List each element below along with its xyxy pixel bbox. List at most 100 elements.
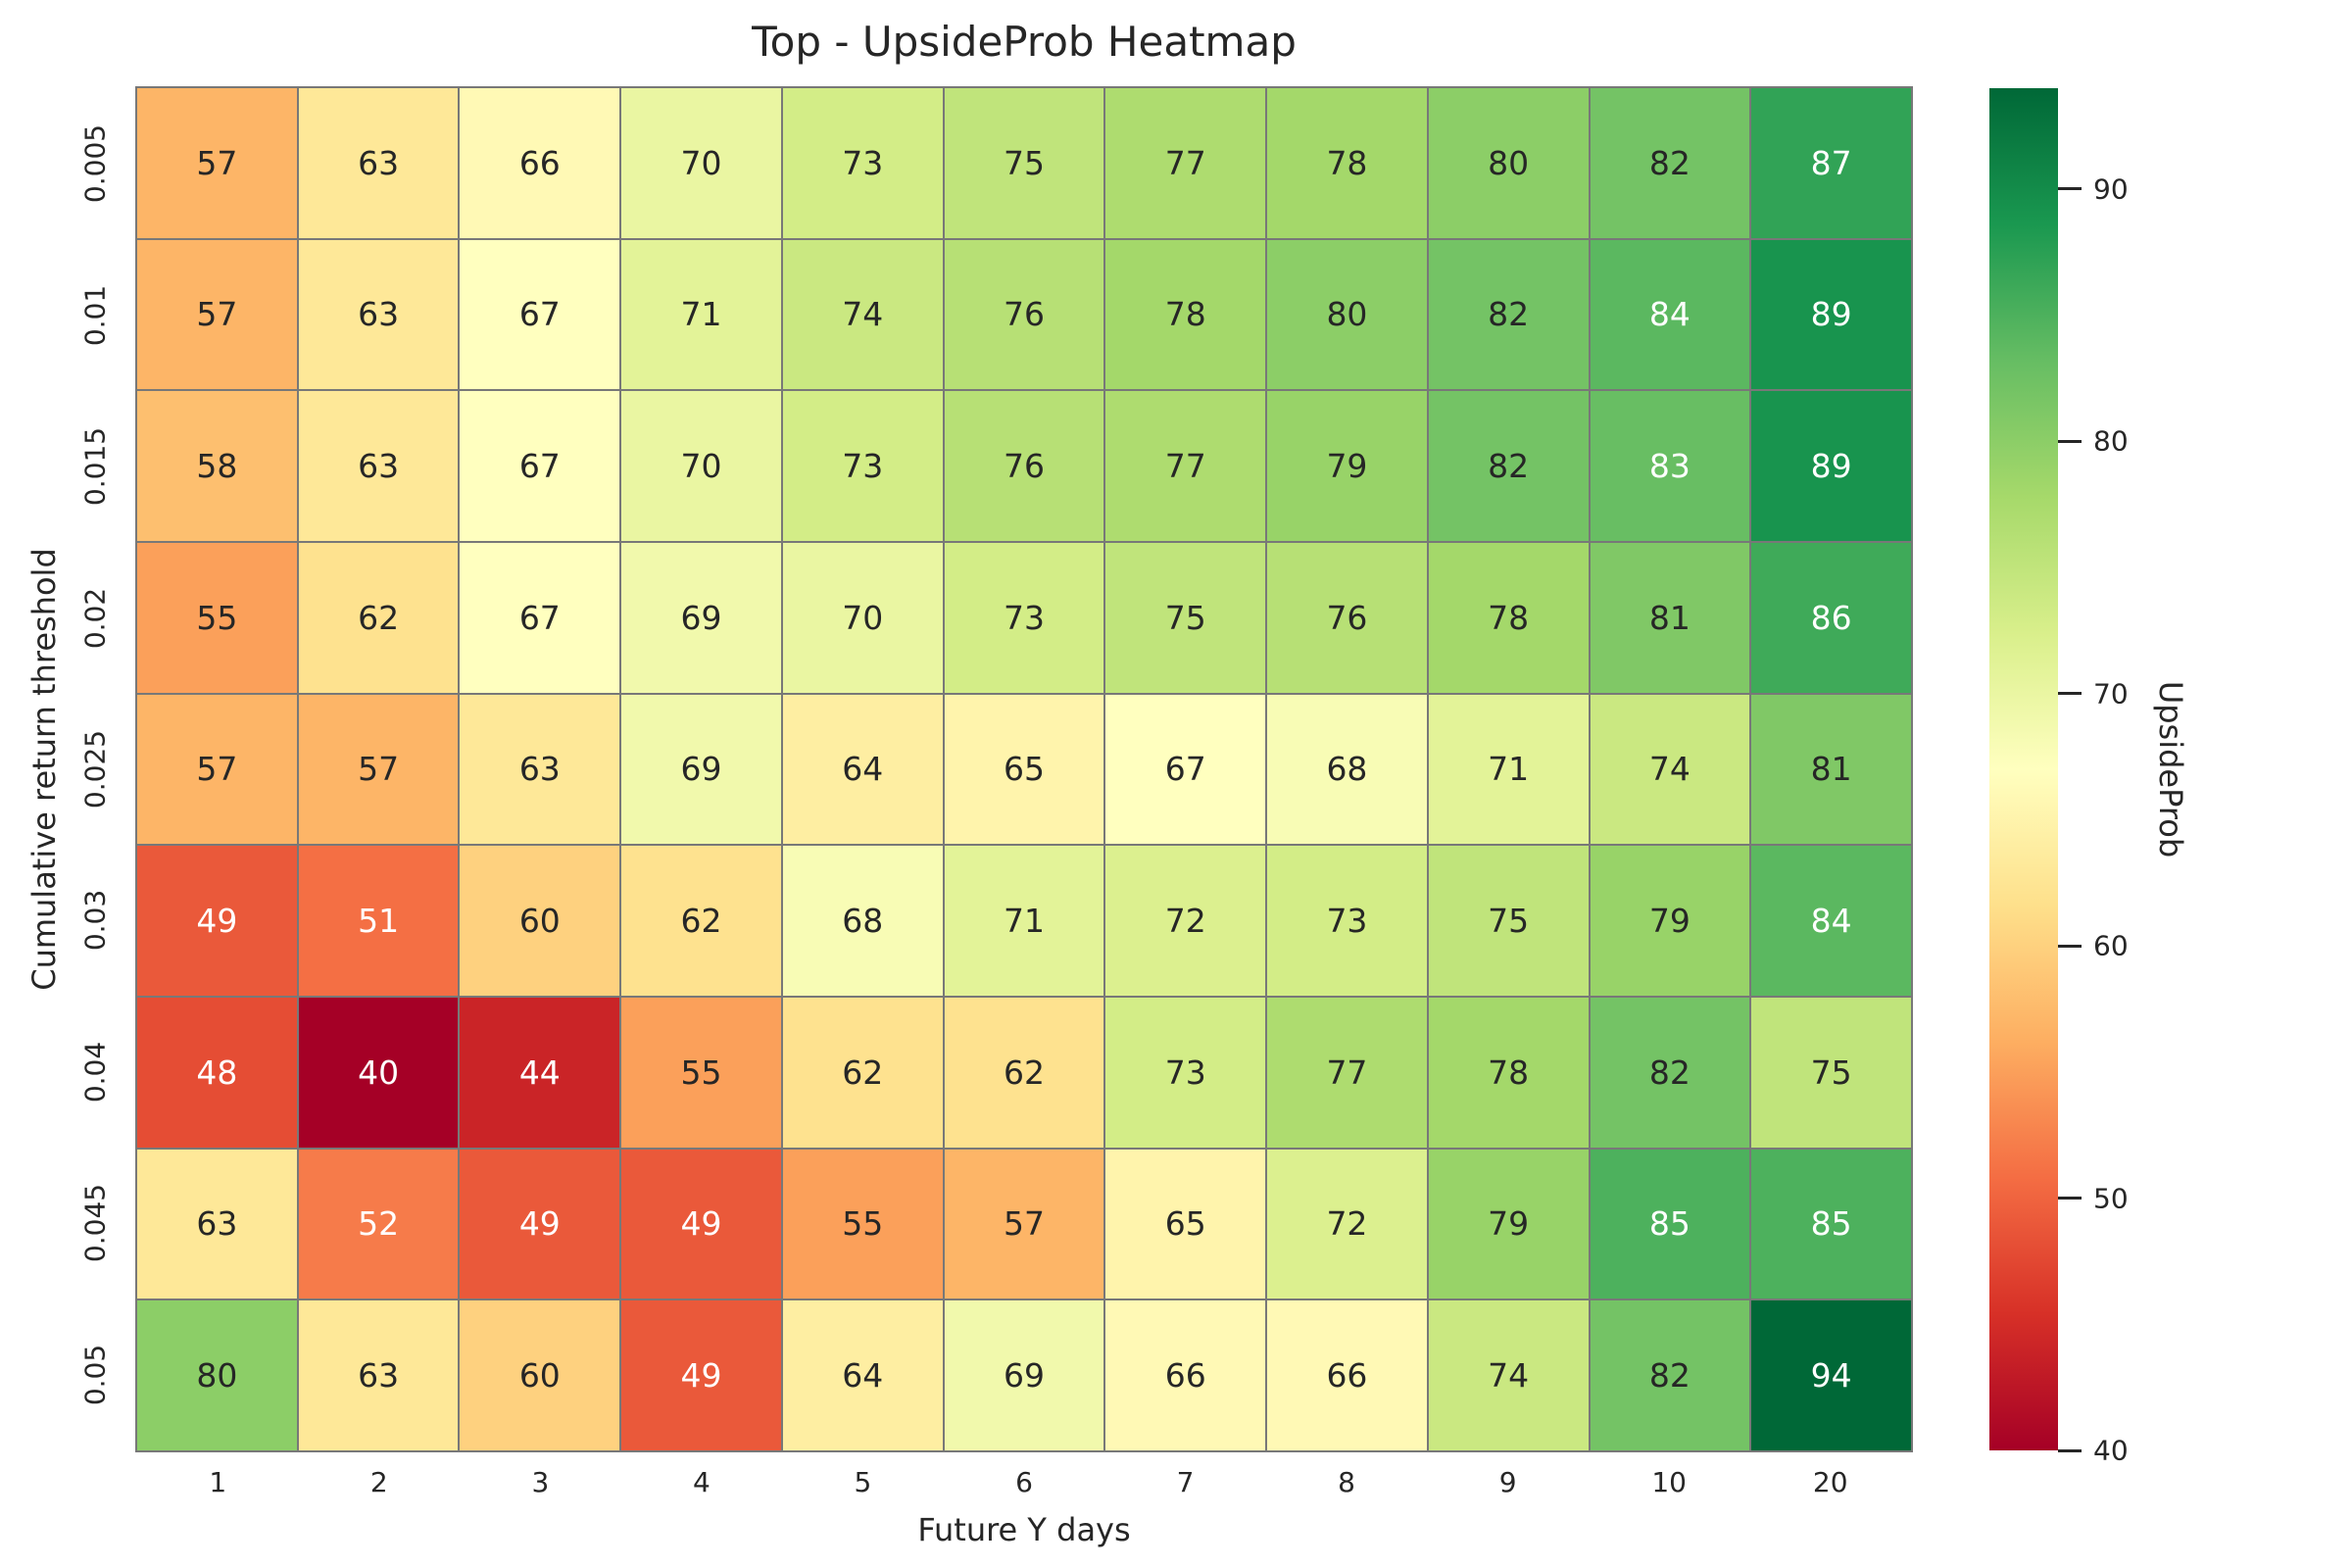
- heatmap-cell: 63: [298, 1300, 459, 1450]
- heatmap-cell: 76: [944, 391, 1104, 541]
- heatmap-cell: 75: [1105, 543, 1266, 693]
- heatmap-cell: 81: [1751, 694, 1911, 845]
- heatmap-cell: 74: [1428, 1300, 1589, 1450]
- y-tick-label: 0.01: [78, 284, 112, 346]
- heatmap-cell: 82: [1590, 1300, 1750, 1450]
- y-tick-label: 0.05: [78, 1344, 112, 1405]
- heatmap-cell: 65: [1105, 1149, 1266, 1299]
- heatmap-cell: 67: [460, 391, 620, 541]
- y-tick-label: 0.015: [78, 427, 112, 507]
- heatmap-cell: 66: [1105, 1300, 1266, 1450]
- y-tick-label: 0.03: [78, 890, 112, 952]
- colorbar-tick-mark: [2058, 944, 2082, 948]
- colorbar-tick-label: 70: [2093, 677, 2129, 710]
- heatmap-grid: 57 63 66 70 73 75 77 78 80 82 87 57 63 67 71 74 76 78 80 82…: [135, 86, 1913, 1452]
- heatmap-cell: 83: [1590, 391, 1750, 541]
- heatmap-cell: 64: [782, 694, 943, 845]
- colorbar-tick-label: 50: [2093, 1182, 2129, 1215]
- heatmap-cell: 84: [1590, 239, 1750, 390]
- heatmap-cell: 80: [1428, 88, 1589, 238]
- heatmap-cell: 57: [137, 694, 297, 845]
- x-tick-label: 10: [1651, 1466, 1687, 1498]
- heatmap-cell: 63: [460, 694, 620, 845]
- heatmap-cell: 79: [1428, 1149, 1589, 1299]
- heatmap-cell: 71: [621, 239, 781, 390]
- heatmap-cell: 55: [621, 998, 781, 1148]
- colorbar-tick-label: 90: [2093, 172, 2129, 206]
- heatmap-cell: 62: [621, 846, 781, 996]
- colorbar-label: UpsideProb: [2152, 680, 2189, 858]
- y-tick-label: 0.02: [78, 587, 112, 649]
- colorbar-tick-mark: [2058, 692, 2082, 696]
- heatmap-cell: 63: [298, 239, 459, 390]
- heatmap-cell: 78: [1428, 998, 1589, 1148]
- heatmap-cell: 72: [1105, 846, 1266, 996]
- colorbar-gradient: [1989, 88, 2058, 1450]
- x-tick-label: 1: [209, 1466, 227, 1498]
- heatmap-cell: 74: [1590, 694, 1750, 845]
- heatmap-cell: 77: [1105, 88, 1266, 238]
- colorbar-tick-mark: [2058, 439, 2082, 443]
- heatmap-cell: 68: [1267, 694, 1427, 845]
- heatmap-cell: 67: [460, 543, 620, 693]
- heatmap-cell: 73: [1105, 998, 1266, 1148]
- heatmap-cell: 67: [460, 239, 620, 390]
- x-tick-label: 6: [1015, 1466, 1033, 1498]
- heatmap-cell: 69: [621, 543, 781, 693]
- heatmap-cell: 81: [1590, 543, 1750, 693]
- heatmap-cell: 69: [944, 1300, 1104, 1450]
- heatmap-cell: 69: [621, 694, 781, 845]
- x-tick-label: 4: [692, 1466, 710, 1498]
- heatmap-cell: 58: [137, 391, 297, 541]
- colorbar-tick-mark: [2058, 1197, 2082, 1200]
- heatmap-cell: 57: [298, 694, 459, 845]
- colorbar-tick-mark: [2058, 1448, 2082, 1452]
- heatmap-cell: 67: [1105, 694, 1266, 845]
- x-axis-label: Future Y days: [917, 1511, 1131, 1548]
- heatmap-cell: 66: [460, 88, 620, 238]
- heatmap-cell: 79: [1590, 846, 1750, 996]
- heatmap-cell: 48: [137, 998, 297, 1148]
- heatmap-cell: 49: [621, 1300, 781, 1450]
- heatmap-cell: 84: [1751, 846, 1911, 996]
- heatmap-cell: 49: [621, 1149, 781, 1299]
- heatmap-cell: 79: [1267, 391, 1427, 541]
- y-tick-label: 0.005: [78, 124, 112, 204]
- heatmap-cell: 86: [1751, 543, 1911, 693]
- heatmap-cell: 73: [782, 88, 943, 238]
- heatmap-cell: 94: [1751, 1300, 1911, 1450]
- heatmap-cell: 78: [1428, 543, 1589, 693]
- heatmap-cell: 49: [460, 1149, 620, 1299]
- heatmap-cell: 72: [1267, 1149, 1427, 1299]
- heatmap-cell: 73: [944, 543, 1104, 693]
- heatmap-cell: 52: [298, 1149, 459, 1299]
- heatmap-cell: 70: [621, 391, 781, 541]
- colorbar-tick-mark: [2058, 187, 2082, 191]
- x-tick-label: 2: [369, 1466, 388, 1498]
- heatmap-cell: 78: [1105, 239, 1266, 390]
- heatmap-cell: 64: [782, 1300, 943, 1450]
- heatmap-cell: 62: [298, 543, 459, 693]
- heatmap-cell: 85: [1751, 1149, 1911, 1299]
- heatmap-cell: 77: [1105, 391, 1266, 541]
- heatmap-cell: 75: [1428, 846, 1589, 996]
- heatmap-cell: 57: [944, 1149, 1104, 1299]
- y-tick-label: 0.045: [78, 1184, 112, 1263]
- heatmap-cell: 55: [137, 543, 297, 693]
- heatmap-cell: 62: [944, 998, 1104, 1148]
- heatmap-cell: 51: [298, 846, 459, 996]
- heatmap-cell: 60: [460, 1300, 620, 1450]
- heatmap-cell: 70: [621, 88, 781, 238]
- x-tick-label: 9: [1498, 1466, 1517, 1498]
- x-tick-label: 7: [1176, 1466, 1195, 1498]
- heatmap-cell: 77: [1267, 998, 1427, 1148]
- y-axis-label: Cumulative return threshold: [25, 548, 63, 991]
- heatmap-cell: 76: [1267, 543, 1427, 693]
- heatmap-cell: 76: [944, 239, 1104, 390]
- x-tick-label: 20: [1812, 1466, 1848, 1498]
- heatmap-cell: 62: [782, 998, 943, 1148]
- colorbar-tick-label: 60: [2093, 929, 2129, 962]
- y-tick-label: 0.025: [78, 729, 112, 809]
- y-tick-label: 0.04: [78, 1041, 112, 1103]
